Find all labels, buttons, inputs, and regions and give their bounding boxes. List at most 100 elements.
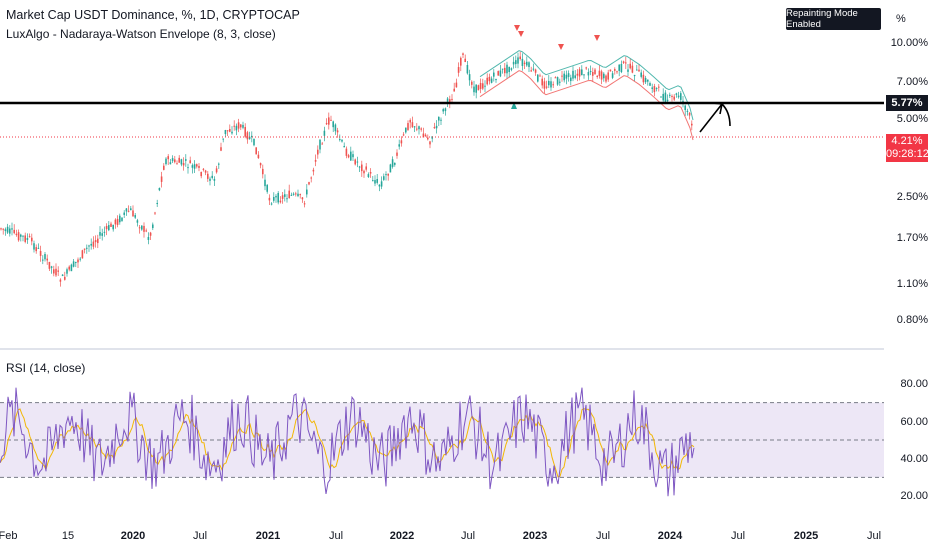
candle-body <box>563 73 565 81</box>
candle-body <box>167 156 169 160</box>
candle-body <box>279 200 282 203</box>
candle-body <box>673 96 675 100</box>
candle-body <box>211 175 213 178</box>
candle-body <box>369 172 372 174</box>
candle-body <box>473 86 475 93</box>
candle-body <box>231 131 233 134</box>
rsi-axis[interactable]: 80.00 60.00 40.00 20.00 <box>884 352 932 524</box>
candle-body <box>484 85 486 87</box>
candle-body <box>6 226 9 233</box>
candle-body <box>376 179 378 183</box>
candle-body <box>477 85 480 91</box>
candle-body <box>609 69 612 72</box>
candle-body <box>266 184 268 192</box>
sell-signal-icon <box>518 31 524 37</box>
percent-scale-button[interactable]: % <box>896 13 906 25</box>
candle-body <box>420 128 422 130</box>
time-tick: 15 <box>61 530 75 542</box>
candle-body <box>145 230 147 232</box>
candle-body <box>79 258 81 260</box>
candle-body <box>600 71 603 80</box>
candle-body <box>633 74 636 77</box>
candle-body <box>658 86 660 88</box>
candle-body <box>677 95 680 98</box>
candle-body <box>548 80 550 86</box>
candle-body <box>218 163 220 165</box>
candle-body <box>72 261 75 267</box>
candle-body <box>64 276 66 280</box>
candle-body <box>2 228 4 230</box>
time-tick: Jul <box>460 530 476 542</box>
symbol-title[interactable]: Market Cap USDT Dominance, %, 1D, CRYPTO… <box>6 8 300 22</box>
candle-body <box>229 129 231 132</box>
candle-body <box>147 236 150 240</box>
candle-body <box>288 190 290 199</box>
candle-body <box>598 70 601 77</box>
current-price-value: 4.21% <box>891 135 923 147</box>
candle-body <box>449 99 451 103</box>
candle-body <box>464 58 466 63</box>
candle-body <box>97 238 99 244</box>
candle-body <box>515 60 517 65</box>
candle-body <box>625 62 627 64</box>
candle-body <box>123 212 125 215</box>
candle-body <box>347 155 350 158</box>
candle-body <box>603 73 605 79</box>
candle-body <box>383 176 385 180</box>
candle-body <box>655 87 658 89</box>
candle-body <box>618 64 620 71</box>
sell-signal-icon <box>558 44 564 50</box>
candle-body <box>429 141 431 145</box>
candle-body <box>688 112 691 116</box>
candle-body <box>416 128 418 130</box>
candle-body <box>596 75 598 78</box>
rsi-legend[interactable]: RSI (14, close) <box>6 361 86 375</box>
candle-body <box>237 122 240 129</box>
rsi-chart[interactable] <box>0 352 884 524</box>
candle-body <box>493 72 495 77</box>
candle-body <box>332 121 334 128</box>
time-tick: Jul <box>595 530 611 542</box>
candle-body <box>578 69 581 77</box>
candle-body <box>42 259 44 261</box>
candle-body <box>367 174 370 178</box>
candle-body <box>508 66 510 73</box>
candle-body <box>136 220 139 223</box>
candle-body <box>380 181 383 187</box>
candle-body <box>308 182 310 185</box>
time-axis[interactable]: Feb 15 2020 Jul 2021 Jul 2022 Jul 2023 Jul 2024 Jul… <box>0 524 932 550</box>
rsi-tick: 60.00 <box>900 416 928 428</box>
indicator-legend[interactable]: LuxAlgo - Nadaraya-Watson Envelope (8, 3… <box>6 27 276 41</box>
pane-separator[interactable] <box>0 348 932 350</box>
time-tick: 2024 <box>657 530 683 542</box>
candle-body <box>171 158 174 162</box>
candle-body <box>68 266 70 270</box>
candle-body <box>295 193 297 195</box>
candles <box>0 51 693 287</box>
candle-body <box>24 235 26 242</box>
price-tick: 5.00% <box>896 113 928 125</box>
drawn-curve <box>721 103 731 127</box>
candle-body <box>424 134 427 137</box>
candle-body <box>413 126 416 128</box>
price-tick: 7.00% <box>896 76 928 88</box>
candle-body <box>398 144 400 147</box>
candle-body <box>446 98 449 102</box>
candle-body <box>15 233 18 236</box>
price-chart[interactable] <box>0 0 884 344</box>
candle-body <box>193 164 196 169</box>
level-price-label: 5.77% <box>886 95 928 111</box>
candle-body <box>196 164 198 167</box>
candle-body <box>418 126 420 130</box>
candle-body <box>411 122 414 128</box>
repainting-badge: Repainting Mode Enabled <box>786 8 881 30</box>
candle-body <box>460 57 462 66</box>
candle-body <box>4 229 7 232</box>
candle-body <box>457 67 460 73</box>
candle-body <box>651 87 653 89</box>
candle-body <box>433 126 436 129</box>
candle-body <box>114 219 117 225</box>
price-axis[interactable]: 10.00% 7.00% 5.00% 3.50% 2.50% 1.70% 1.1… <box>884 0 932 350</box>
candle-body <box>215 168 218 173</box>
candle-body <box>572 70 574 79</box>
